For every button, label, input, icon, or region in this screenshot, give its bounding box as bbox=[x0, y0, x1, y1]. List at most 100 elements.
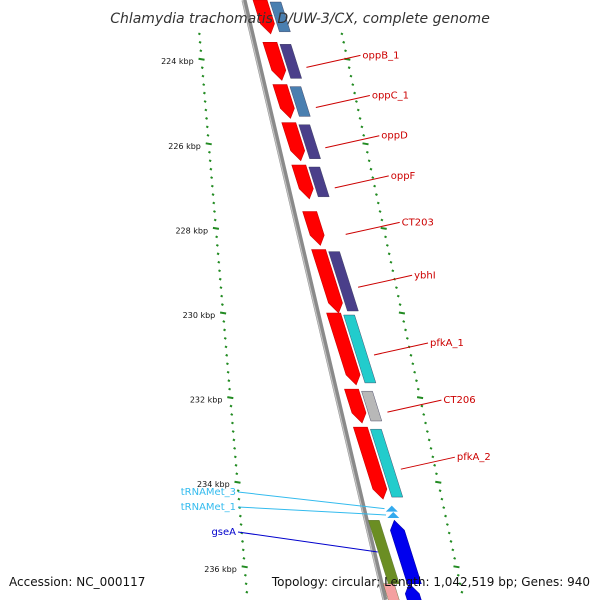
minor-tick-outer bbox=[456, 573, 460, 577]
major-tick-outer bbox=[453, 565, 460, 569]
minor-tick-outer bbox=[396, 294, 400, 298]
minor-tick-outer bbox=[378, 210, 382, 213]
minor-tick-inner bbox=[209, 167, 213, 171]
minor-tick-inner bbox=[206, 133, 210, 137]
minor-tick-inner bbox=[208, 159, 212, 163]
minor-tick-outer bbox=[385, 243, 389, 247]
label-leader bbox=[315, 95, 370, 109]
minor-tick-outer bbox=[374, 193, 378, 196]
label-leader bbox=[237, 491, 385, 510]
minor-tick-inner bbox=[213, 210, 216, 213]
minor-tick-outer bbox=[422, 413, 426, 416]
label-leader bbox=[237, 531, 378, 553]
minor-tick-inner bbox=[239, 523, 243, 526]
minor-tick-outer bbox=[420, 404, 424, 408]
minor-tick-inner bbox=[202, 91, 206, 95]
minor-tick-inner bbox=[215, 235, 219, 239]
label-leader bbox=[400, 456, 455, 470]
minor-tick-inner bbox=[232, 438, 236, 442]
gene-label: CT203 bbox=[402, 217, 434, 228]
minor-tick-outer bbox=[447, 531, 451, 535]
gene-label: oppC_1 bbox=[372, 91, 409, 102]
minor-tick-outer bbox=[342, 40, 346, 44]
label-leader bbox=[306, 54, 361, 68]
minor-tick-inner bbox=[203, 100, 207, 103]
minor-tick-inner bbox=[202, 83, 206, 86]
minor-tick-inner bbox=[231, 421, 234, 425]
minor-tick-inner bbox=[216, 252, 220, 256]
label-leader bbox=[237, 506, 387, 516]
minor-tick-outer bbox=[344, 49, 347, 53]
cog-bar bbox=[361, 391, 383, 422]
minor-tick-inner bbox=[220, 294, 224, 298]
major-tick-inner bbox=[219, 311, 227, 315]
gene-label: ybhI bbox=[414, 270, 436, 281]
tick-label: 232 kbp bbox=[190, 396, 223, 405]
cds-arrow-forward bbox=[344, 388, 367, 424]
tick-label: 226 kbp bbox=[168, 142, 201, 151]
gene-feature-ct203 bbox=[302, 211, 325, 246]
cog-bar bbox=[368, 520, 400, 584]
gene-feature-pfka_2 bbox=[352, 426, 404, 500]
minor-tick-inner bbox=[230, 413, 234, 416]
minor-tick-outer bbox=[380, 218, 384, 222]
gene-feature bbox=[382, 583, 422, 600]
trna-chevron bbox=[385, 505, 398, 512]
genome-summary-text: Topology: circular; Length: 1,042,519 bp… bbox=[271, 575, 590, 589]
minor-tick-inner bbox=[210, 184, 214, 188]
accession-text: Accession: NC_000117 bbox=[9, 575, 145, 589]
cds-arrow-forward bbox=[272, 84, 295, 119]
major-tick-inner bbox=[198, 57, 205, 61]
minor-tick-inner bbox=[200, 66, 204, 70]
minor-tick-outer bbox=[438, 489, 442, 493]
minor-tick-inner bbox=[224, 345, 228, 349]
minor-tick-outer bbox=[445, 523, 449, 526]
minor-tick-outer bbox=[373, 184, 377, 188]
major-tick-inner bbox=[234, 480, 241, 484]
minor-tick-outer bbox=[394, 286, 398, 290]
label-leader bbox=[334, 175, 389, 189]
gene-label: CT206 bbox=[443, 395, 475, 406]
minor-tick-outer bbox=[429, 446, 433, 450]
major-tick-outer bbox=[435, 480, 442, 484]
gene-label: tRNAMet_3 bbox=[181, 487, 236, 498]
minor-tick-outer bbox=[356, 108, 360, 112]
gene-features bbox=[252, 0, 422, 600]
label-leader bbox=[345, 221, 400, 235]
minor-tick-inner bbox=[223, 337, 227, 340]
minor-tick-outer bbox=[402, 320, 406, 323]
minor-tick-inner bbox=[241, 540, 244, 543]
minor-tick-inner bbox=[227, 379, 231, 383]
minor-tick-inner bbox=[231, 430, 235, 433]
major-tick-outer bbox=[416, 396, 424, 400]
cds-arrow-forward bbox=[281, 122, 306, 162]
major-tick-outer bbox=[398, 311, 406, 315]
gene-label: oppB_1 bbox=[362, 50, 399, 61]
minor-tick-outer bbox=[360, 125, 364, 129]
minor-tick-outer bbox=[367, 159, 371, 163]
label-leader bbox=[387, 399, 442, 413]
tick-label: 234 kbp bbox=[197, 480, 230, 489]
minor-tick-outer bbox=[389, 260, 393, 264]
gene-label: pfkA_1 bbox=[430, 338, 464, 349]
minor-tick-inner bbox=[205, 125, 209, 129]
minor-tick-outer bbox=[354, 100, 358, 103]
gene-feature-oppf bbox=[291, 164, 330, 200]
minor-tick-inner bbox=[213, 218, 217, 222]
minor-tick-outer bbox=[347, 66, 351, 70]
minor-tick-inner bbox=[233, 446, 237, 450]
minor-tick-outer bbox=[384, 235, 387, 239]
minor-tick-outer bbox=[391, 269, 395, 273]
minor-tick-inner bbox=[244, 582, 248, 586]
minor-tick-inner bbox=[222, 320, 226, 323]
minor-tick-inner bbox=[207, 150, 211, 154]
minor-tick-inner bbox=[201, 74, 205, 78]
minor-tick-outer bbox=[409, 353, 413, 357]
label-leader bbox=[325, 135, 380, 149]
minor-tick-inner bbox=[218, 269, 221, 273]
minor-tick-outer bbox=[415, 379, 418, 383]
minor-tick-inner bbox=[229, 404, 233, 408]
cog-bar bbox=[279, 44, 302, 79]
genome-backbone bbox=[241, 0, 388, 600]
